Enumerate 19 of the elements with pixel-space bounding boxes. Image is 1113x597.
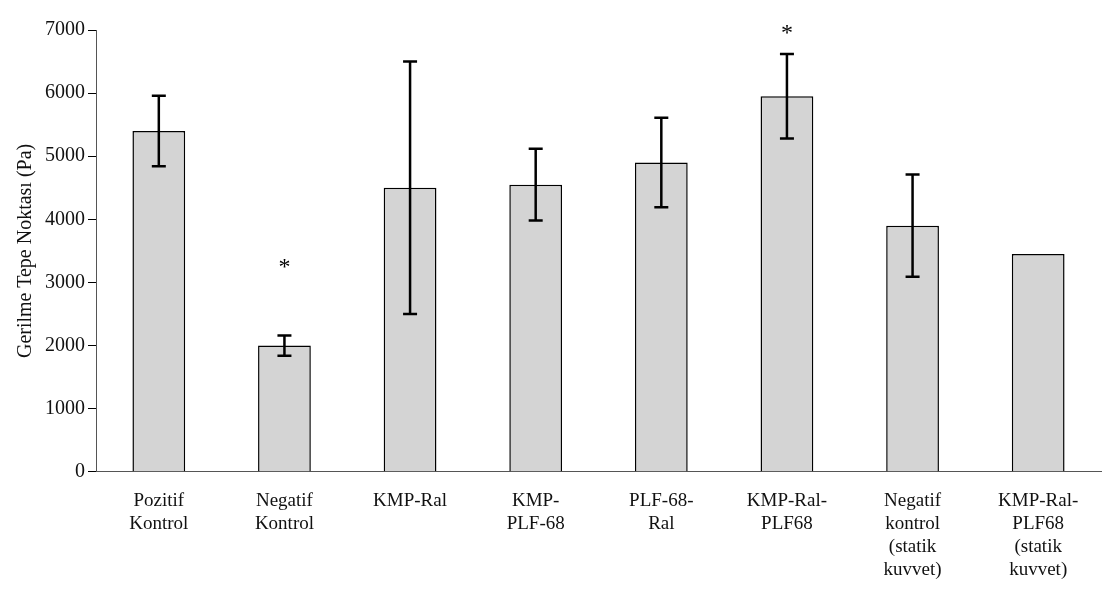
annotation: *	[278, 253, 291, 280]
y-tick-label: 5000	[45, 143, 85, 166]
y-tick-label: 0	[75, 459, 85, 482]
x-tick-label: Negatif Kontrol	[254, 489, 314, 533]
x-tick-label: PLF-68- Ral	[629, 489, 694, 533]
x-tick-label: KMP-Ral	[373, 489, 448, 511]
y-tick-label: 4000	[45, 206, 85, 229]
x-tick-label: KMP-Ral- PLF68	[746, 489, 828, 533]
x-tick-label: KMP-Ral- PLF68 (statik kuvvet)	[998, 489, 1079, 580]
y-tick-label: 7000	[45, 17, 85, 40]
x-tick-label: KMP- PLF-68	[506, 489, 565, 533]
y-tick-label: 6000	[45, 80, 85, 103]
annotation: *	[780, 19, 793, 46]
y-tick-label: 2000	[45, 332, 85, 355]
y-axis-title: Gerilme Tepe Noktası (Pa)	[13, 143, 37, 359]
x-tick-label: Pozitif Kontrol	[129, 489, 189, 533]
y-tick-label: 1000	[45, 395, 85, 418]
x-tick-label: Negatif kontrol (statik kuvvet)	[883, 489, 942, 580]
y-tick-label: 3000	[45, 269, 85, 292]
